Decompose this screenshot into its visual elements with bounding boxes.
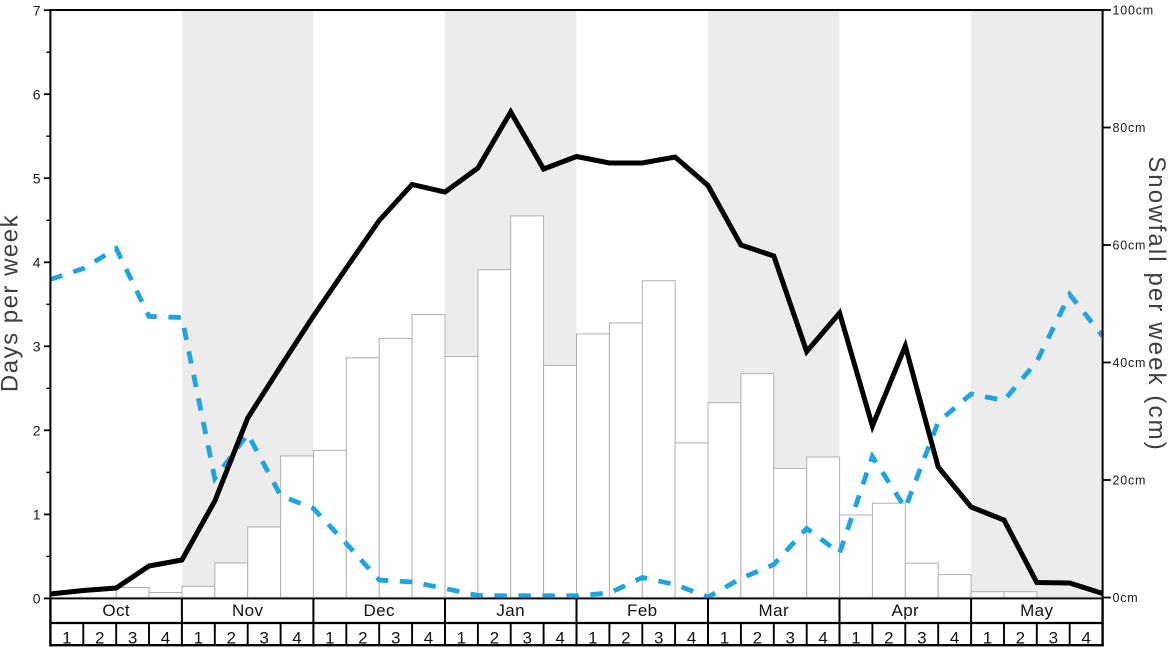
- svg-text:0: 0: [33, 591, 41, 607]
- svg-text:1: 1: [588, 629, 597, 648]
- svg-text:Nov: Nov: [232, 601, 264, 620]
- svg-text:Dec: Dec: [363, 601, 395, 620]
- svg-text:4: 4: [161, 629, 170, 648]
- svg-text:1: 1: [62, 629, 71, 648]
- svg-text:3: 3: [1049, 629, 1058, 648]
- svg-text:3: 3: [128, 629, 137, 648]
- svg-text:20cm: 20cm: [1113, 474, 1147, 488]
- svg-text:2: 2: [95, 629, 104, 648]
- svg-text:1: 1: [457, 629, 466, 648]
- svg-text:Jan: Jan: [496, 601, 525, 620]
- svg-text:1: 1: [720, 629, 729, 648]
- svg-text:1: 1: [33, 507, 41, 523]
- svg-text:2: 2: [33, 422, 41, 438]
- svg-text:2: 2: [621, 629, 630, 648]
- svg-text:4: 4: [687, 629, 696, 648]
- svg-text:0cm: 0cm: [1113, 591, 1139, 605]
- svg-text:40cm: 40cm: [1113, 356, 1147, 370]
- svg-text:3: 3: [259, 629, 268, 648]
- svg-text:Apr: Apr: [891, 601, 919, 620]
- svg-text:Mar: Mar: [759, 601, 789, 620]
- svg-text:80cm: 80cm: [1113, 121, 1147, 135]
- svg-text:7: 7: [33, 2, 41, 18]
- svg-text:3: 3: [391, 629, 400, 648]
- svg-text:4: 4: [1081, 629, 1090, 648]
- svg-text:Snowfall per week (cm): Snowfall per week (cm): [1143, 156, 1168, 452]
- svg-text:4: 4: [818, 629, 827, 648]
- svg-text:5: 5: [33, 170, 41, 186]
- svg-text:4: 4: [950, 629, 959, 648]
- svg-text:Oct: Oct: [102, 601, 130, 620]
- svg-text:2: 2: [884, 629, 893, 648]
- svg-text:Feb: Feb: [627, 601, 658, 620]
- svg-text:3: 3: [917, 629, 926, 648]
- svg-text:3: 3: [522, 629, 531, 648]
- svg-text:60cm: 60cm: [1113, 239, 1147, 253]
- svg-text:2: 2: [226, 629, 235, 648]
- svg-text:May: May: [1020, 601, 1053, 620]
- svg-text:100cm: 100cm: [1113, 4, 1155, 18]
- svg-text:4: 4: [424, 629, 433, 648]
- svg-text:4: 4: [555, 629, 564, 648]
- svg-text:2: 2: [753, 629, 762, 648]
- svg-text:1: 1: [325, 629, 334, 648]
- svg-text:3: 3: [33, 338, 41, 354]
- svg-text:Days per week: Days per week: [0, 214, 24, 392]
- svg-text:1: 1: [851, 629, 860, 648]
- svg-text:3: 3: [785, 629, 794, 648]
- svg-text:3: 3: [654, 629, 663, 648]
- svg-text:2: 2: [1016, 629, 1025, 648]
- svg-text:1: 1: [983, 629, 992, 648]
- svg-text:2: 2: [490, 629, 499, 648]
- svg-text:2: 2: [358, 629, 367, 648]
- svg-text:4: 4: [33, 254, 41, 270]
- svg-text:1: 1: [194, 629, 203, 648]
- svg-text:4: 4: [292, 629, 301, 648]
- svg-text:6: 6: [33, 86, 41, 102]
